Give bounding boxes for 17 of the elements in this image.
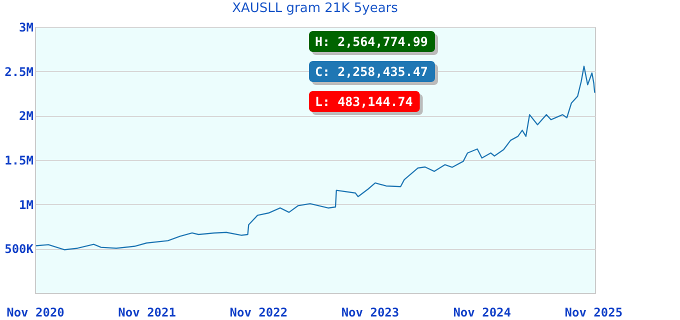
y-tick-label: 3M [19,20,34,34]
x-tick-label: Nov 2025 [564,306,623,320]
y-tick-label: 2M [19,109,34,124]
x-tick-label: Nov 2022 [230,306,288,320]
x-tick-label: Nov 2023 [341,306,400,320]
y-tick-label: 2.5M [4,64,34,79]
annotation: H: 2,564,774.99 [315,34,428,49]
y-tick-label: 1M [19,198,34,212]
x-tick-label: Nov 2020 [6,306,64,320]
y-tick-label: 1.5M [4,154,34,168]
line-series [35,66,596,250]
y-tick-label: 500K [4,242,34,256]
x-tick-label: Nov 2024 [453,306,511,320]
annotation: L: 483,144.74 [315,94,413,109]
x-tick-label: Nov 2021 [118,306,176,320]
annotation: C: 2,258,435.47 [315,64,428,79]
chart-title: XAUSLL gram 21K 5years [232,1,398,16]
